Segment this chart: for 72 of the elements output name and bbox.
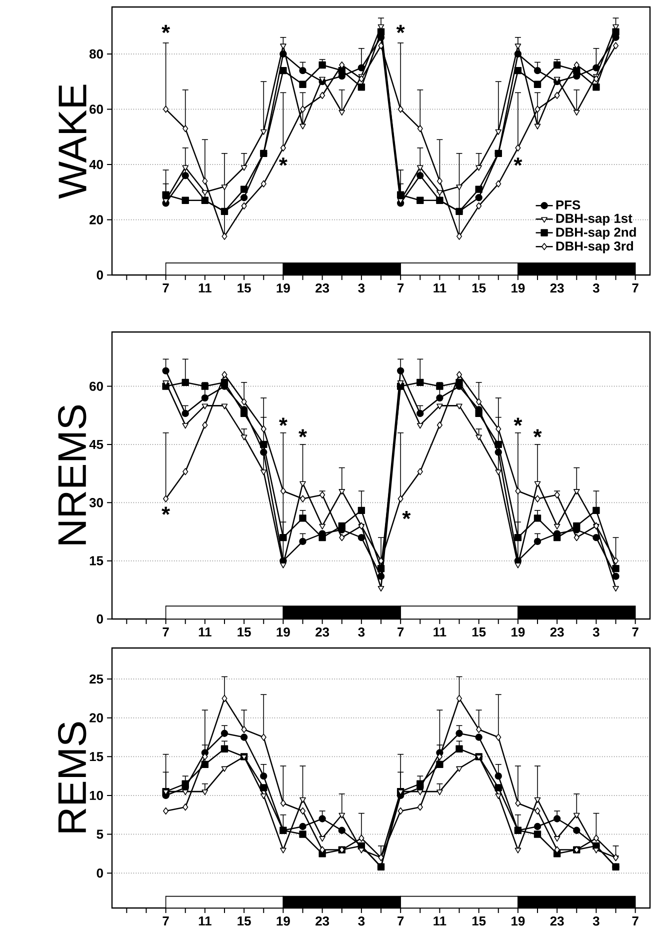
x-tick-label: 11 <box>198 628 212 636</box>
legend-label: DBH-sap 2nd <box>556 227 636 240</box>
legend-label: DBH-sap 1st <box>556 214 632 226</box>
x-tick-label: 23 <box>550 916 564 926</box>
y-tick-label: 40 <box>89 160 103 170</box>
x-tick-label: 19 <box>512 916 525 926</box>
x-tick-label: 7 <box>632 628 638 636</box>
annotation: * <box>396 24 405 34</box>
y-axis-title: REMS <box>58 722 86 832</box>
y-tick-label: 0 <box>96 270 103 280</box>
x-tick-label: 11 <box>198 284 212 292</box>
x-tick-label: 19 <box>276 916 290 926</box>
y-tick-label: 30 <box>89 498 103 508</box>
x-tick-label: 7 <box>162 628 169 636</box>
x-tick-label: 23 <box>316 283 330 293</box>
y-tick-label: 10 <box>90 790 103 800</box>
annotation: * <box>278 158 288 166</box>
x-tick-label: 19 <box>512 283 525 293</box>
x-tick-label: 3 <box>592 627 600 637</box>
annotation: * <box>162 24 170 34</box>
x-tick-label: 7 <box>162 916 169 926</box>
y-tick-label: 45 <box>89 440 104 449</box>
x-tick-label: 7 <box>632 284 638 292</box>
x-tick-label: 19 <box>512 627 525 637</box>
annotation: * <box>514 418 522 426</box>
x-tick-label: 11 <box>434 628 446 636</box>
y-tick-label: 60 <box>90 104 103 114</box>
y-tick-label: 15 <box>90 556 104 566</box>
x-tick-label: 15 <box>238 628 251 637</box>
y-tick-label: 15 <box>90 752 104 762</box>
x-tick-label: 7 <box>398 284 404 292</box>
x-tick-label: 23 <box>316 627 330 637</box>
x-tick-label: 23 <box>550 627 564 637</box>
x-tick-label: 15 <box>238 916 251 926</box>
y-axis-title: NREMS <box>58 405 86 544</box>
legend-label: DBH-sap 3rd <box>556 241 634 254</box>
y-tick-label: 5 <box>96 830 104 839</box>
x-tick-label: 15 <box>472 916 486 926</box>
annotation: * <box>298 429 307 438</box>
annotation: * <box>514 158 522 166</box>
y-tick-label: 20 <box>90 215 103 224</box>
x-tick-label: 3 <box>358 916 365 926</box>
x-tick-label: 19 <box>276 627 290 637</box>
x-tick-label: 7 <box>162 284 169 292</box>
x-tick-label: 11 <box>434 916 446 926</box>
y-tick-label: 20 <box>90 713 103 722</box>
x-tick-label: 15 <box>238 284 251 293</box>
x-tick-label: 11 <box>434 284 446 292</box>
y-tick-label: 0 <box>96 868 103 878</box>
annotation: * <box>402 511 411 520</box>
legend-label: PFS <box>556 200 580 210</box>
annotation: * <box>162 506 170 515</box>
x-tick-label: 11 <box>198 916 212 926</box>
x-tick-label: 7 <box>398 628 404 636</box>
x-tick-label: 7 <box>632 916 638 926</box>
annotation: * <box>533 429 542 438</box>
x-tick-label: 15 <box>472 284 486 293</box>
y-tick-label: 80 <box>90 49 103 59</box>
x-tick-label: 3 <box>358 627 365 637</box>
y-axis-title: WAKE <box>58 84 86 199</box>
x-tick-label: 23 <box>550 283 564 293</box>
x-tick-label: 3 <box>592 916 600 926</box>
x-tick-label: 15 <box>472 628 486 637</box>
x-tick-label: 19 <box>276 283 290 293</box>
y-tick-label: 60 <box>90 382 103 391</box>
x-tick-label: 3 <box>592 283 600 293</box>
annotation: * <box>278 418 288 426</box>
y-tick-label: 0 <box>96 614 103 624</box>
y-tick-label: 25 <box>90 674 104 684</box>
x-tick-label: 3 <box>358 283 365 293</box>
x-tick-label: 23 <box>316 916 330 926</box>
x-tick-label: 7 <box>398 916 404 926</box>
